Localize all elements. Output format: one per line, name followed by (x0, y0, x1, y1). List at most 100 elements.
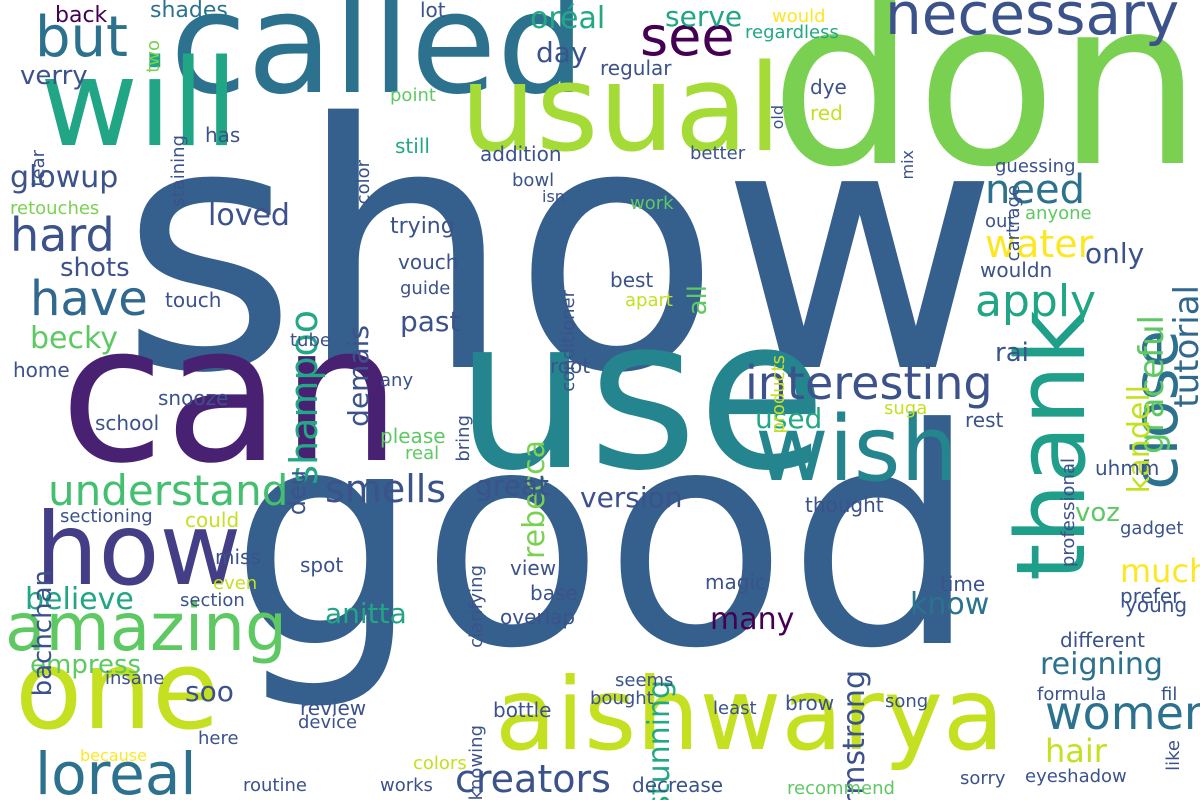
word-young: young (1125, 593, 1188, 617)
word-uhmm: uhmm (1095, 456, 1160, 480)
word-how: how (35, 491, 242, 608)
word-sorry: sorry (960, 768, 1006, 789)
word-thought: thought (805, 493, 884, 517)
word-version: version (580, 481, 683, 514)
word-great: great (475, 469, 550, 502)
word-guide: guide (400, 278, 451, 299)
word-verry: verry (20, 61, 88, 91)
word-trying: trying (390, 214, 455, 239)
word-hair: hair (1045, 732, 1107, 770)
word-real: real (405, 443, 440, 464)
word-usual: usual (460, 40, 782, 179)
word-different: different (1060, 628, 1145, 652)
word-review: review (300, 696, 367, 720)
word-seems: seems (615, 670, 674, 691)
word-color: color (353, 160, 374, 205)
word-know: know (910, 587, 990, 622)
word-overlap: overlap (500, 605, 576, 629)
word-knowing: knowing (466, 725, 487, 800)
word-routine: routine (243, 775, 307, 796)
word-school: school (95, 411, 160, 435)
word-necessary: necessary (885, 0, 1180, 48)
word-base: base (530, 581, 578, 605)
word-recommend: recommend (787, 778, 895, 799)
word-bowl: bowl (512, 170, 555, 191)
word-better: better (690, 143, 746, 164)
word-brow: brow (785, 691, 835, 715)
word-tear: tear (28, 150, 49, 187)
word-any: any (380, 370, 414, 391)
word-isn: isn (542, 187, 565, 206)
word-amazing: amazing (5, 589, 287, 666)
word-much: much (1120, 552, 1200, 590)
word-rai: rai (995, 338, 1029, 368)
word-colors: colors (413, 753, 467, 774)
word-regular: regular (600, 56, 672, 80)
word-out: out (985, 211, 1015, 232)
word-deu: deu (283, 470, 311, 516)
word-use: use (455, 272, 827, 517)
word-touch: touch (165, 288, 222, 312)
word-wish: wish (755, 397, 958, 502)
word-past: past (400, 305, 461, 338)
word-creators: creators (455, 757, 611, 800)
word-like: like (1163, 740, 1184, 771)
word-retouches: retouches (10, 198, 100, 219)
word-bottle: bottle (493, 698, 552, 722)
word-decrease: decrease (632, 773, 724, 797)
word-tube: tube (290, 330, 331, 351)
word-tutorial: tutorial (1167, 285, 1200, 408)
word-professional: professional (1058, 458, 1079, 568)
word-formula: formula (1037, 684, 1107, 705)
word-would: would (772, 6, 826, 27)
word-wouldn: wouldn (980, 258, 1053, 282)
word-can: can (60, 284, 402, 505)
word-shots: shots (60, 253, 130, 283)
word-show: show (120, 52, 999, 448)
word-even: even (213, 573, 258, 594)
word-still: still (395, 134, 430, 158)
word-vouch: vouch (398, 250, 459, 274)
word-called: called (170, 0, 586, 126)
word-magic: magic (705, 570, 766, 594)
word-bachchan: bachchan (28, 570, 58, 697)
word-apply: apply (975, 276, 1097, 327)
word-hard: hard (10, 208, 115, 262)
word-staining: staining (168, 135, 189, 207)
word-good: good (230, 365, 978, 714)
word-soo: soo (185, 675, 234, 708)
word-women: women (1045, 686, 1200, 740)
word-aishwarya: aishwarya (495, 656, 1005, 773)
word-dye: dye (810, 75, 847, 99)
word-believe: believe (25, 582, 134, 617)
word-bring: bring (453, 415, 474, 462)
word-shades: shades (150, 0, 228, 23)
word-song: song (885, 691, 929, 712)
word-voz: voz (1075, 498, 1120, 528)
word-works: works (380, 775, 433, 796)
word-least: least (713, 698, 757, 719)
word-anitta: anitta (325, 597, 407, 630)
word-two: two (143, 40, 164, 73)
word-glowup: glowup (10, 160, 119, 195)
word-home: home (13, 358, 70, 382)
word-products: products (768, 355, 789, 434)
word-don: don (770, 0, 1200, 218)
word-reigning: reigning (1040, 647, 1163, 682)
word-loved: loved (208, 198, 290, 233)
word-anyone: anyone (1025, 203, 1092, 224)
word-interesting: interesting (745, 356, 993, 410)
word-because: because (80, 746, 147, 765)
word-miss: miss (215, 545, 261, 569)
word-clarifying: clarifying (466, 565, 487, 648)
word-understand: understand (48, 466, 289, 515)
word-all: all (683, 285, 713, 316)
word-or-al: oréal (530, 1, 606, 36)
word-but: but (35, 5, 128, 70)
word-demais: demais (342, 325, 375, 427)
word-prefer: prefer (1120, 584, 1181, 608)
word-has: has (205, 123, 241, 147)
word-red: red (810, 101, 843, 125)
word-insane: insane (105, 668, 165, 689)
